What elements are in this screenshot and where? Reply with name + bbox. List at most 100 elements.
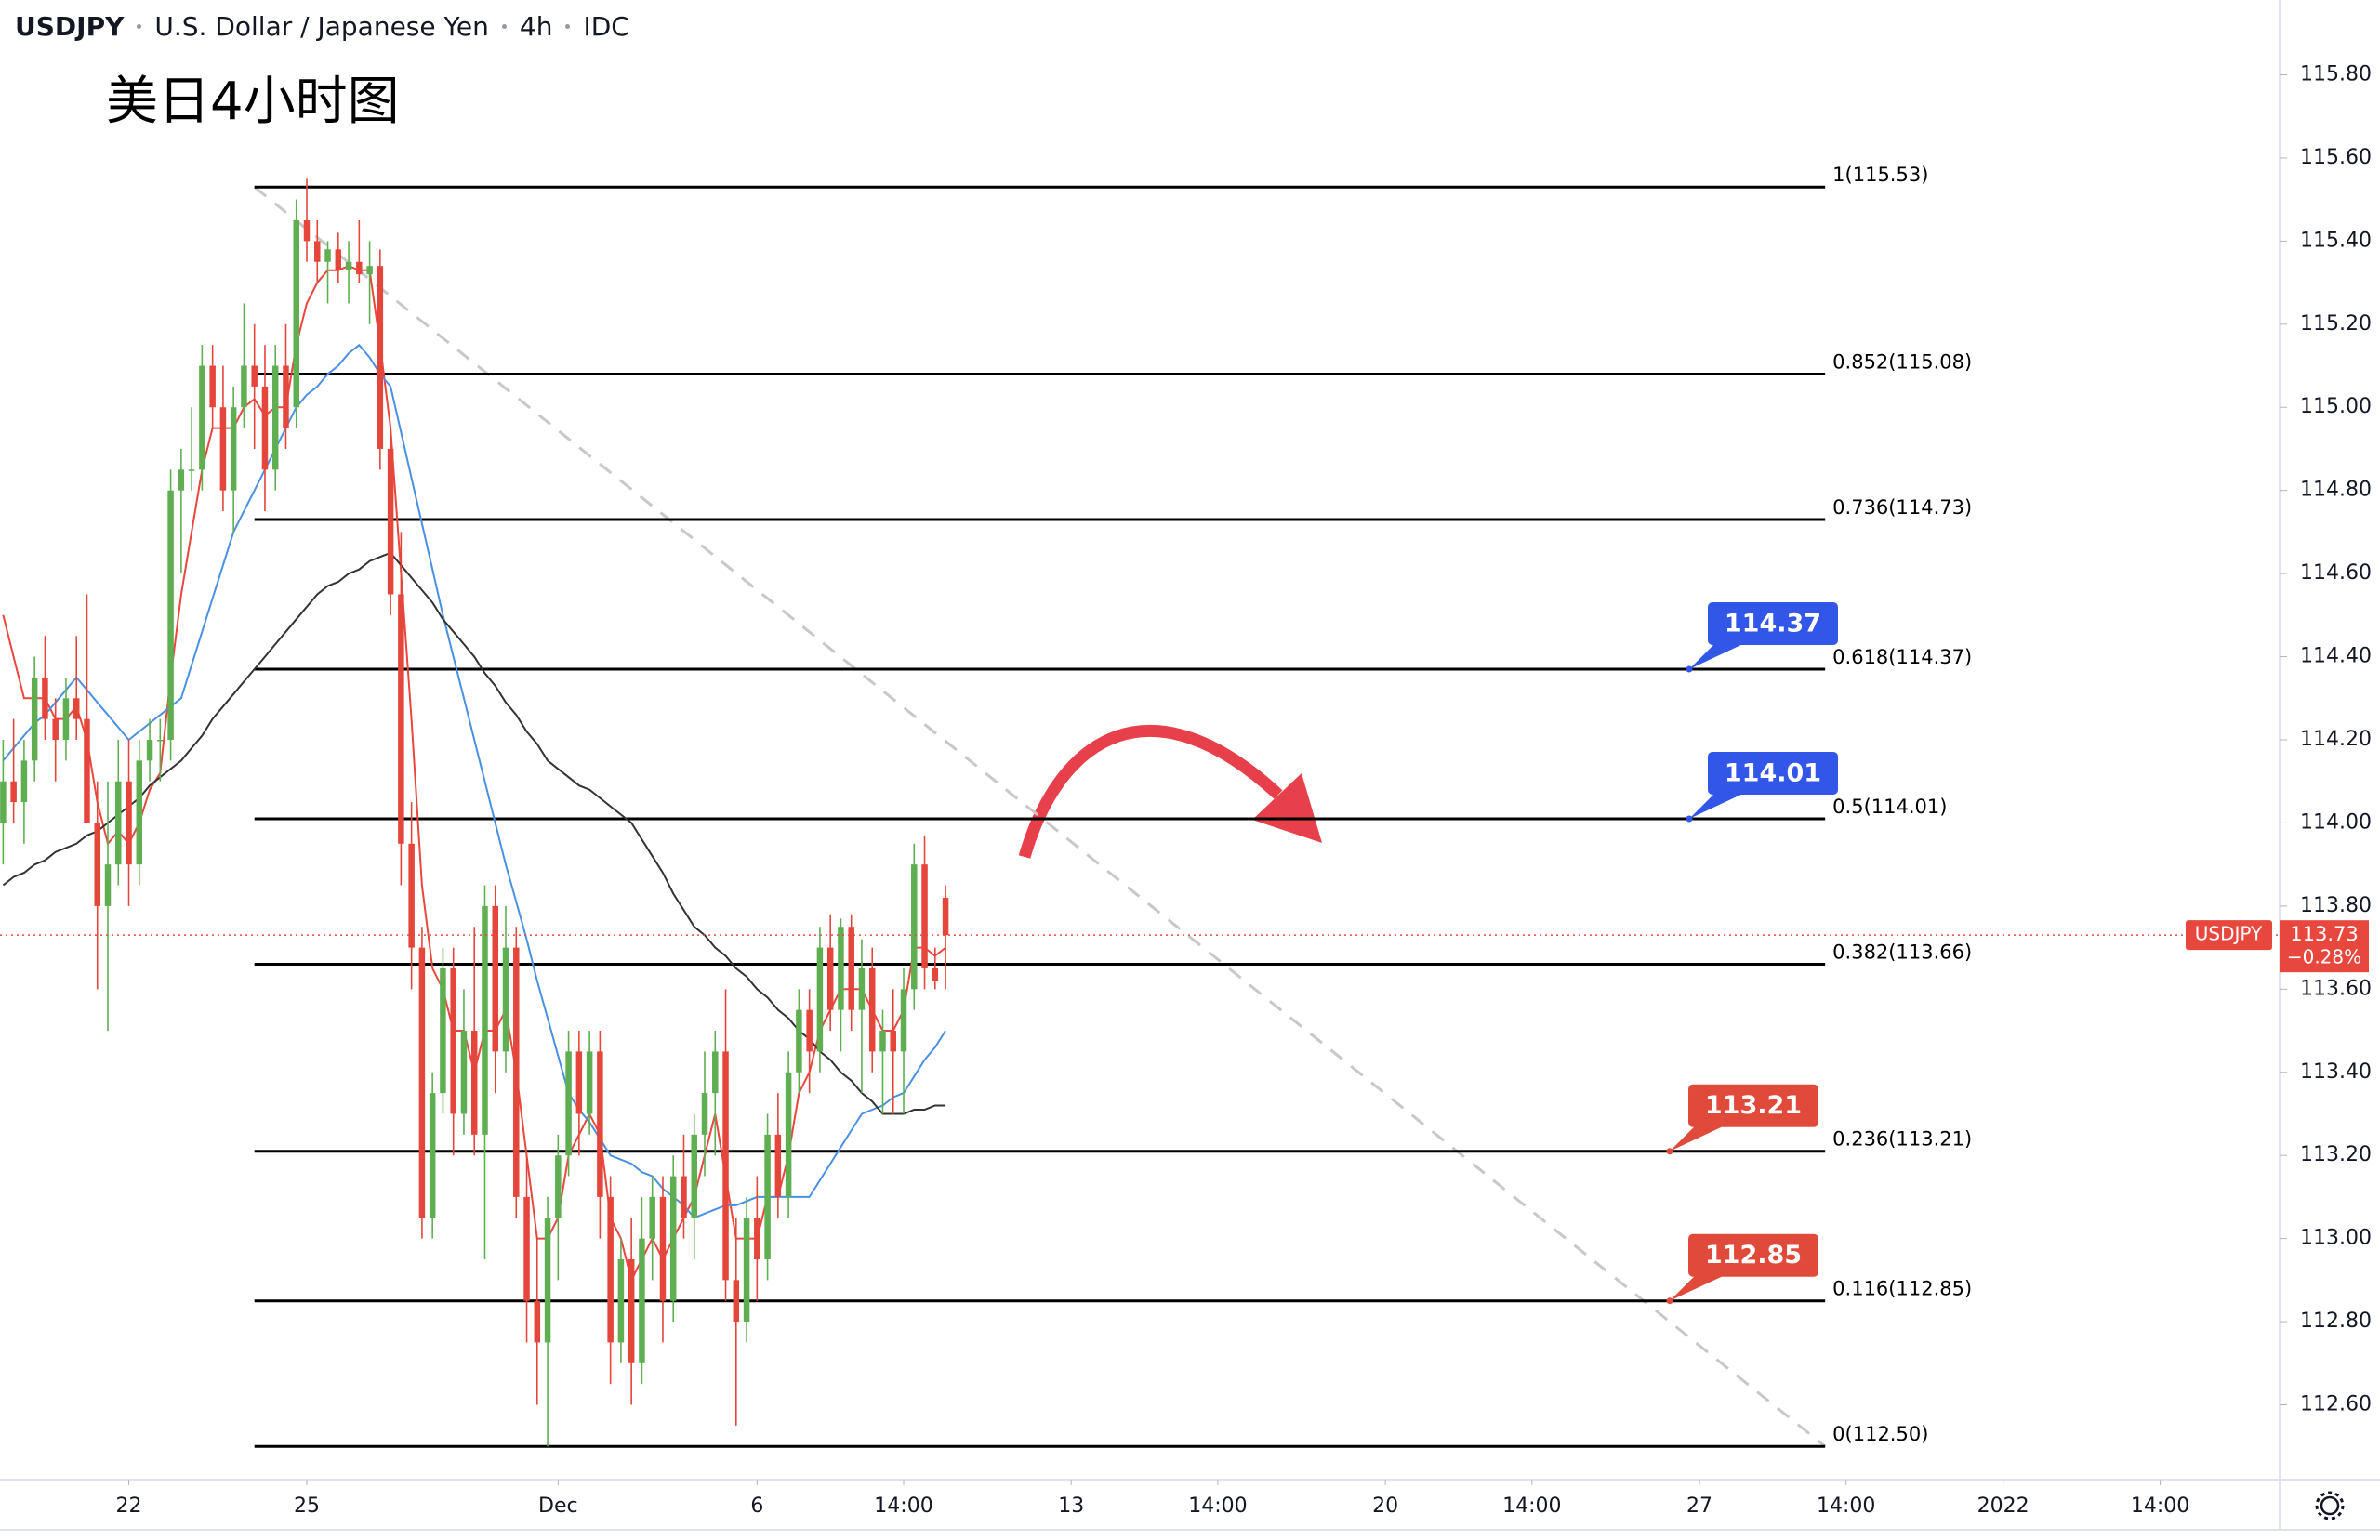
x-tick-label: 20: [1372, 1494, 1398, 1518]
candle-body: [429, 1093, 436, 1218]
candle-body: [701, 1093, 708, 1135]
y-tick-label: 114.20: [2300, 728, 2372, 751]
tag-anchor: [1686, 815, 1693, 823]
fib-label: 0.618(114.37): [1832, 646, 1972, 668]
candle-body: [900, 989, 907, 1052]
gear[interactable]: [2320, 1495, 2340, 1516]
candle-body: [659, 1196, 667, 1301]
candle-body: [31, 677, 38, 761]
candle-body: [607, 1196, 614, 1343]
candle-body: [628, 1258, 635, 1363]
candle-body: [261, 386, 269, 470]
candle-body: [10, 781, 17, 803]
candle-body: [555, 1155, 562, 1218]
tag-anchor: [1666, 1148, 1673, 1155]
tag-pointer: [1689, 792, 1745, 819]
candle-body: [20, 760, 28, 803]
candle-body: [52, 718, 59, 740]
separator: [137, 24, 142, 29]
candle-body: [440, 967, 446, 1094]
tag-pointer: [1689, 642, 1745, 669]
y-tick-label: 113.80: [2300, 894, 2372, 917]
candle-body: [62, 698, 70, 740]
y-tick-label: 114.00: [2300, 810, 2372, 834]
candle-body: [649, 1196, 655, 1239]
tag-box: [1688, 1233, 1818, 1277]
candle-body: [167, 490, 174, 740]
candle-body: [408, 843, 415, 948]
fib-label: 0.852(115.08): [1832, 350, 1972, 373]
tag-box: [1708, 751, 1838, 795]
candle-body: [712, 1051, 719, 1094]
candle-body: [356, 261, 363, 275]
separator: [565, 24, 571, 29]
candle-body: [617, 1258, 625, 1343]
tag-label: 113.21: [1705, 1091, 1802, 1120]
candle-body: [230, 407, 237, 491]
x-tick-label: 14:00: [1817, 1494, 1875, 1518]
symbol-name: U.S. Dollar / Japanese Yen: [154, 11, 489, 42]
candle-body: [754, 1218, 760, 1259]
tag-label: 114.01: [1725, 758, 1821, 787]
candle-body: [335, 249, 342, 270]
y-tick-label: 114.60: [2300, 561, 2372, 585]
candle-body: [743, 1218, 750, 1323]
candle-body: [0, 781, 7, 823]
candle-body: [868, 967, 876, 1052]
x-tick-label: 6: [750, 1494, 763, 1518]
settings-icon[interactable]: [2315, 1491, 2345, 1520]
fib-label: 0.116(112.85): [1832, 1278, 1972, 1300]
candle-body: [157, 740, 164, 742]
tag-pointer: [1670, 1274, 1726, 1301]
candle-body: [513, 947, 520, 1197]
fib-label: 0.236(113.21): [1832, 1128, 1972, 1151]
candle-body: [283, 365, 289, 428]
fib-label: 0.5(114.01): [1832, 796, 1947, 818]
candle-body: [523, 1196, 530, 1301]
tag-anchor: [1686, 665, 1693, 673]
candle-body: [146, 740, 153, 761]
candle-body: [188, 469, 195, 471]
candle-body: [470, 1031, 478, 1135]
candle-body: [136, 760, 143, 865]
x-tick-label: 25: [294, 1494, 320, 1518]
x-tick-label: 27: [1686, 1494, 1712, 1518]
candle-body: [460, 1031, 468, 1114]
candle-body: [387, 448, 394, 595]
candle-body: [911, 864, 918, 990]
symbol-tag-bg: [2186, 920, 2272, 951]
last-price-label: 113.73: [2290, 923, 2358, 945]
y-tick-label: 112.60: [2300, 1393, 2372, 1416]
candle-body: [785, 1072, 792, 1197]
candle-body: [251, 365, 258, 387]
interval: 4h: [519, 11, 553, 42]
fib-label: 1(115.53): [1832, 164, 1928, 186]
candle-body: [681, 1176, 687, 1218]
candle-body: [838, 927, 844, 1010]
candle-body: [764, 1134, 771, 1259]
candle-body: [366, 266, 373, 275]
candle-body: [418, 947, 426, 1218]
candle-body: [502, 947, 509, 1052]
candle-body: [398, 594, 404, 844]
candle-body: [544, 1218, 551, 1343]
gear-teeth[interactable]: [2315, 1491, 2345, 1520]
change-label: −0.28%: [2287, 946, 2361, 968]
candle-body: [826, 947, 834, 1010]
candle-body: [94, 823, 100, 906]
candle-body: [199, 365, 205, 470]
candle-body: [209, 365, 216, 408]
tag-anchor: [1666, 1297, 1673, 1305]
candle-body: [597, 1051, 603, 1197]
y-tick-label: 115.40: [2300, 229, 2372, 252]
y-tick-label: 112.80: [2300, 1310, 2372, 1333]
y-tick-label: 114.80: [2300, 479, 2372, 502]
y-tick-label: 115.00: [2300, 395, 2372, 418]
separator: [501, 24, 507, 29]
tag-box: [1688, 1084, 1818, 1127]
trendline: [253, 186, 1827, 1448]
candle-body: [482, 905, 488, 1135]
y-tick-label: 115.60: [2300, 146, 2372, 169]
candle-body: [586, 1051, 593, 1114]
